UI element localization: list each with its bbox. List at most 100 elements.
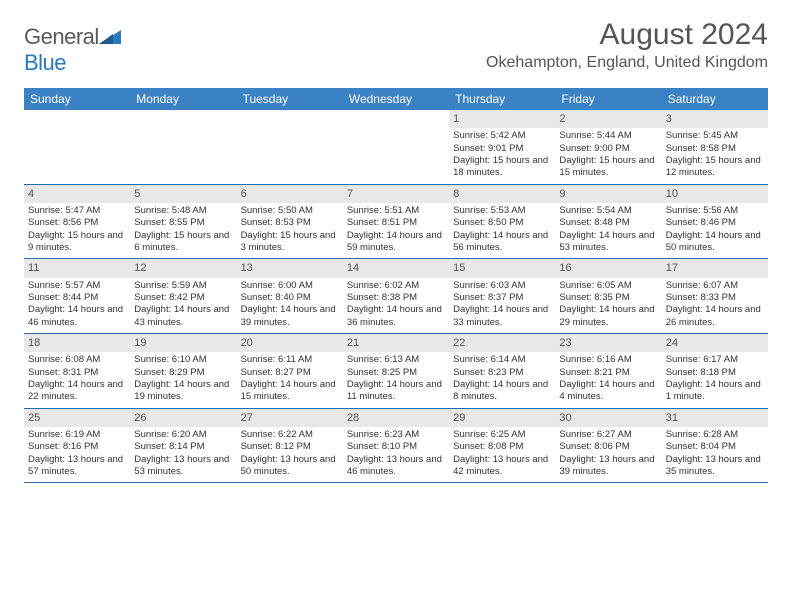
day-number: 9 bbox=[555, 185, 661, 203]
day-sunset: Sunset: 8:29 PM bbox=[134, 367, 232, 379]
day-sunrise: Sunrise: 6:16 AM bbox=[559, 354, 657, 366]
calendar-day: 12 Sunrise: 5:59 AMSunset: 8:42 PMDayligh… bbox=[130, 259, 236, 333]
day-sunset: Sunset: 8:51 PM bbox=[347, 217, 445, 229]
day-info: Sunrise: 5:47 AMSunset: 8:56 PMDaylight:… bbox=[28, 205, 126, 254]
day-daylight: Daylight: 13 hours and 35 minutes. bbox=[666, 454, 764, 479]
day-sunset: Sunset: 8:04 PM bbox=[666, 441, 764, 453]
day-sunrise: Sunrise: 6:07 AM bbox=[666, 280, 764, 292]
day-sunset: Sunset: 8:18 PM bbox=[666, 367, 764, 379]
day-sunset: Sunset: 8:50 PM bbox=[453, 217, 551, 229]
day-sunset: Sunset: 8:35 PM bbox=[559, 292, 657, 304]
day-daylight: Daylight: 14 hours and 43 minutes. bbox=[134, 304, 232, 329]
day-sunrise: Sunrise: 6:23 AM bbox=[347, 429, 445, 441]
day-number: 7 bbox=[343, 185, 449, 203]
calendar-day: 3Sunrise: 5:45 AMSunset: 8:58 PMDaylight… bbox=[662, 110, 768, 184]
day-sunset: Sunset: 8:08 PM bbox=[453, 441, 551, 453]
day-daylight: Daylight: 13 hours and 39 minutes. bbox=[559, 454, 657, 479]
calendar-day: 30Sunrise: 6:27 AMSunset: 8:06 PMDayligh… bbox=[555, 409, 661, 483]
day-sunrise: Sunrise: 5:59 AM bbox=[134, 280, 232, 292]
day-info: Sunrise: 5:59 AMSunset: 8:42 PMDaylight:… bbox=[134, 280, 232, 329]
calendar-day: 19Sunrise: 6:10 AMSunset: 8:29 PMDayligh… bbox=[130, 334, 236, 408]
logo-word-1: General bbox=[24, 24, 99, 49]
calendar-day bbox=[343, 110, 449, 184]
calendar: Sunday Monday Tuesday Wednesday Thursday… bbox=[24, 88, 768, 483]
day-sunrise: Sunrise: 6:20 AM bbox=[134, 429, 232, 441]
day-sunrise: Sunrise: 5:53 AM bbox=[453, 205, 551, 217]
day-sunset: Sunset: 8:46 PM bbox=[666, 217, 764, 229]
calendar-day: 15Sunrise: 6:03 AMSunset: 8:37 PMDayligh… bbox=[449, 259, 555, 333]
day-info: Sunrise: 6:08 AMSunset: 8:31 PMDaylight:… bbox=[28, 354, 126, 403]
day-number: 2 bbox=[555, 110, 661, 128]
dow-sunday: Sunday bbox=[24, 88, 130, 110]
calendar-day bbox=[130, 110, 236, 184]
day-info: Sunrise: 6:20 AMSunset: 8:14 PMDaylight:… bbox=[134, 429, 232, 478]
day-sunset: Sunset: 8:27 PM bbox=[241, 367, 339, 379]
day-sunset: Sunset: 8:10 PM bbox=[347, 441, 445, 453]
calendar-day: 22Sunrise: 6:14 AMSunset: 8:23 PMDayligh… bbox=[449, 334, 555, 408]
day-info: Sunrise: 6:07 AMSunset: 8:33 PMDaylight:… bbox=[666, 280, 764, 329]
day-sunrise: Sunrise: 5:47 AM bbox=[28, 205, 126, 217]
logo-word-2: Blue bbox=[24, 50, 66, 75]
day-number: 27 bbox=[237, 409, 343, 427]
day-number: 17 bbox=[662, 259, 768, 277]
day-sunrise: Sunrise: 5:57 AM bbox=[28, 280, 126, 292]
day-sunrise: Sunrise: 5:45 AM bbox=[666, 130, 764, 142]
calendar-day: 18Sunrise: 6:08 AMSunset: 8:31 PMDayligh… bbox=[24, 334, 130, 408]
day-daylight: Daylight: 14 hours and 11 minutes. bbox=[347, 379, 445, 404]
day-sunset: Sunset: 8:14 PM bbox=[134, 441, 232, 453]
day-daylight: Daylight: 15 hours and 9 minutes. bbox=[28, 230, 126, 255]
day-sunset: Sunset: 8:31 PM bbox=[28, 367, 126, 379]
day-sunset: Sunset: 8:48 PM bbox=[559, 217, 657, 229]
day-info: Sunrise: 6:22 AMSunset: 8:12 PMDaylight:… bbox=[241, 429, 339, 478]
calendar-day: 17 Sunrise: 6:07 AMSunset: 8:33 PMDayligh… bbox=[662, 259, 768, 333]
dow-wednesday: Wednesday bbox=[343, 88, 449, 110]
day-info: Sunrise: 5:42 AMSunset: 9:01 PMDaylight:… bbox=[453, 130, 551, 179]
day-sunset: Sunset: 8:06 PM bbox=[559, 441, 657, 453]
day-info: Sunrise: 6:14 AMSunset: 8:23 PMDaylight:… bbox=[453, 354, 551, 403]
dow-friday: Friday bbox=[555, 88, 661, 110]
calendar-day: 7Sunrise: 5:51 AMSunset: 8:51 PMDaylight… bbox=[343, 185, 449, 259]
day-daylight: Daylight: 14 hours and 19 minutes. bbox=[134, 379, 232, 404]
day-daylight: Daylight: 14 hours and 56 minutes. bbox=[453, 230, 551, 255]
day-sunrise: Sunrise: 6:02 AM bbox=[347, 280, 445, 292]
day-number: 12 bbox=[130, 259, 236, 277]
day-number: 13 bbox=[237, 259, 343, 277]
day-sunset: Sunset: 8:42 PM bbox=[134, 292, 232, 304]
day-info: Sunrise: 5:56 AMSunset: 8:46 PMDaylight:… bbox=[666, 205, 764, 254]
day-daylight: Daylight: 14 hours and 4 minutes. bbox=[559, 379, 657, 404]
calendar-day: 6Sunrise: 5:50 AMSunset: 8:53 PMDaylight… bbox=[237, 185, 343, 259]
day-daylight: Daylight: 14 hours and 50 minutes. bbox=[666, 230, 764, 255]
calendar-week: 1Sunrise: 5:42 AMSunset: 9:01 PMDaylight… bbox=[24, 110, 768, 185]
day-daylight: Daylight: 14 hours and 1 minute. bbox=[666, 379, 764, 404]
day-daylight: Daylight: 13 hours and 53 minutes. bbox=[134, 454, 232, 479]
calendar-day: 5Sunrise: 5:48 AMSunset: 8:55 PMDaylight… bbox=[130, 185, 236, 259]
day-sunset: Sunset: 8:58 PM bbox=[666, 143, 764, 155]
logo-triangle-icon bbox=[99, 24, 121, 40]
day-sunrise: Sunrise: 5:44 AM bbox=[559, 130, 657, 142]
day-info: Sunrise: 6:17 AMSunset: 8:18 PMDaylight:… bbox=[666, 354, 764, 403]
day-info: Sunrise: 5:44 AMSunset: 9:00 PMDaylight:… bbox=[559, 130, 657, 179]
day-sunset: Sunset: 8:16 PM bbox=[28, 441, 126, 453]
day-sunset: Sunset: 8:55 PM bbox=[134, 217, 232, 229]
day-sunset: Sunset: 8:40 PM bbox=[241, 292, 339, 304]
page-header: GeneralBlue August 2024 Okehampton, Engl… bbox=[24, 18, 768, 76]
day-number: 15 bbox=[449, 259, 555, 277]
calendar-day: 2 Sunrise: 5:44 AMSunset: 9:00 PMDaylight… bbox=[555, 110, 661, 184]
day-daylight: Daylight: 15 hours and 18 minutes. bbox=[453, 155, 551, 180]
day-daylight: Daylight: 14 hours and 8 minutes. bbox=[453, 379, 551, 404]
day-info: Sunrise: 6:13 AMSunset: 8:25 PMDaylight:… bbox=[347, 354, 445, 403]
day-sunrise: Sunrise: 6:17 AM bbox=[666, 354, 764, 366]
calendar-day: 8Sunrise: 5:53 AMSunset: 8:50 PMDaylight… bbox=[449, 185, 555, 259]
day-number: 29 bbox=[449, 409, 555, 427]
day-info: Sunrise: 5:57 AMSunset: 8:44 PMDaylight:… bbox=[28, 280, 126, 329]
location-subtitle: Okehampton, England, United Kingdom bbox=[486, 54, 768, 72]
calendar-week: 11Sunrise: 5:57 AMSunset: 8:44 PMDayligh… bbox=[24, 259, 768, 334]
day-sunrise: Sunrise: 6:14 AM bbox=[453, 354, 551, 366]
day-daylight: Daylight: 13 hours and 50 minutes. bbox=[241, 454, 339, 479]
day-info: Sunrise: 6:11 AMSunset: 8:27 PMDaylight:… bbox=[241, 354, 339, 403]
day-info: Sunrise: 5:48 AMSunset: 8:55 PMDaylight:… bbox=[134, 205, 232, 254]
dow-thursday: Thursday bbox=[449, 88, 555, 110]
calendar-day: 11Sunrise: 5:57 AMSunset: 8:44 PMDayligh… bbox=[24, 259, 130, 333]
calendar-day: 21Sunrise: 6:13 AMSunset: 8:25 PMDayligh… bbox=[343, 334, 449, 408]
day-info: Sunrise: 6:27 AMSunset: 8:06 PMDaylight:… bbox=[559, 429, 657, 478]
